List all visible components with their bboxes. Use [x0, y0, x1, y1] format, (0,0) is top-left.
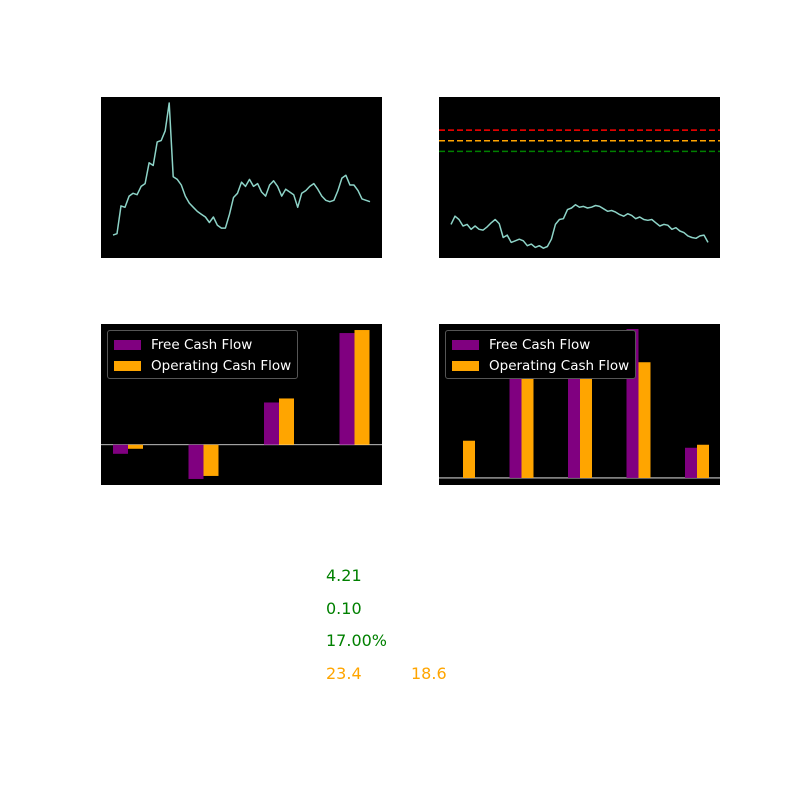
stat-value-3: 17.00%: [326, 631, 388, 650]
bar-fcf-4: [339, 333, 355, 445]
price-chart-panel: [101, 97, 382, 258]
stat-value-4b: 18.6: [411, 664, 447, 683]
bar-fcf-3: [568, 355, 580, 478]
legend-item-fcf: Free Cash Flow: [114, 334, 291, 355]
legend-swatch-ocf: [452, 360, 479, 371]
bar-ocf-4: [354, 330, 370, 445]
legend-swatch-fcf: [452, 339, 479, 350]
bar-ocf-2: [203, 444, 219, 476]
bar-ocf-4: [638, 362, 651, 478]
cash-flow-chart-panel-right: Free Cash Flow Operating Cash Flow: [439, 324, 720, 485]
stat-value-2: 0.10: [326, 599, 362, 618]
stat-value-1: 4.21: [326, 566, 362, 585]
bar-fcf-5: [685, 447, 697, 478]
legend-label-ocf: Operating Cash Flow: [151, 357, 292, 374]
legend-label-fcf: Free Cash Flow: [489, 336, 591, 353]
series-line: [450, 203, 709, 249]
bar-ocf-3: [279, 398, 294, 445]
legend-label-fcf: Free Cash Flow: [151, 336, 253, 353]
bar-ocf-1: [463, 440, 475, 478]
legend-item-ocf: Operating Cash Flow: [114, 355, 291, 376]
cash-flow-bar-chart-left: [101, 330, 382, 479]
bar-ocf-1: [128, 444, 143, 449]
chart-legend: Free Cash Flow Operating Cash Flow: [445, 330, 637, 379]
legend-swatch-ocf: [114, 360, 141, 371]
legend-label-ocf: Operating Cash Flow: [489, 357, 630, 374]
cash-flow-chart-panel-left: Free Cash Flow Operating Cash Flow: [101, 324, 382, 485]
threshold-chart-panel: [439, 97, 720, 258]
legend-item-fcf: Free Cash Flow: [452, 334, 629, 355]
bar-fcf-1: [113, 444, 128, 454]
legend-swatch-fcf: [114, 339, 141, 350]
price-line-chart: [112, 102, 371, 236]
bar-fcf-3: [264, 402, 279, 445]
bar-fcf-2: [188, 444, 204, 479]
stat-value-4a: 23.4: [326, 664, 362, 683]
legend-item-ocf: Operating Cash Flow: [452, 355, 629, 376]
bar-ocf-3: [580, 355, 592, 478]
bar-ocf-5: [697, 444, 709, 478]
threshold-line-chart: [439, 129, 720, 249]
series-line: [112, 102, 371, 236]
chart-legend: Free Cash Flow Operating Cash Flow: [107, 330, 299, 379]
